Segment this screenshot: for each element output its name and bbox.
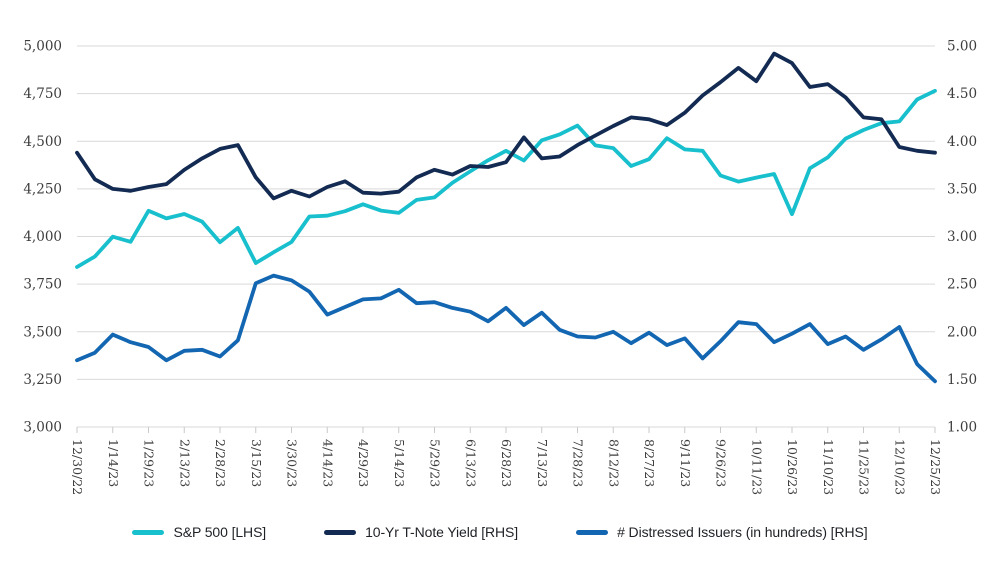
x-axis-label: 10/11/23 <box>749 439 764 495</box>
x-axis-label: 9/26/23 <box>714 439 729 487</box>
y-axis-label-left: 3,000 <box>23 420 62 436</box>
legend-label: 10-Yr T-Note Yield [RHS] <box>365 524 519 540</box>
legend-item: # Distressed Issuers (in hundreds) [RHS] <box>576 524 868 540</box>
legend-swatch-icon <box>132 529 165 535</box>
y-axis-label-left: 4,500 <box>23 134 62 150</box>
x-axis-label: 4/29/23 <box>356 439 371 487</box>
distressed-line <box>75 273 937 384</box>
y-axis-label-right: 2.00 <box>947 324 977 340</box>
y-axis-label-right: 3.50 <box>947 181 977 197</box>
y-axis-label-right: 1.00 <box>947 420 977 436</box>
x-axis-label: 5/14/23 <box>392 439 407 487</box>
legend-swatch-icon <box>324 529 357 535</box>
legend-label: S&P 500 [LHS] <box>173 524 267 540</box>
x-axis-label: 3/30/23 <box>285 439 300 487</box>
x-axis-label: 9/11/23 <box>678 439 693 487</box>
x-axis-label: 3/15/23 <box>249 439 264 487</box>
x-axis-label: 1/14/23 <box>106 439 121 487</box>
x-axis-label: 7/13/23 <box>535 439 550 487</box>
x-axis-label: 12/30/22 <box>70 439 85 495</box>
x-axis-label: 10/26/23 <box>785 439 800 495</box>
y-axis-label-right: 3.00 <box>947 229 977 245</box>
y-axis-label-right: 4.00 <box>947 134 977 150</box>
x-axis-label: 6/28/23 <box>499 439 514 487</box>
y-axis-label-left: 3,750 <box>23 277 62 293</box>
y-axis-label-right: 4.50 <box>947 86 977 102</box>
x-axis-label: 11/25/23 <box>857 439 872 495</box>
legend-item: 10-Yr T-Note Yield [RHS] <box>324 524 518 540</box>
tnote-line <box>75 51 937 201</box>
x-axis-label: 8/12/23 <box>606 439 621 487</box>
y-axis-label-left: 3,250 <box>23 372 62 388</box>
y-axis-label-left: 5,000 <box>23 39 62 55</box>
x-axis-label: 11/10/23 <box>821 439 836 495</box>
line-chart-canvas: 5,000 5.00 4,750 4.50 4,500 4.00 4,250 3.50 4,00… <box>23 39 977 496</box>
y-axis-label-left: 4,750 <box>23 86 62 102</box>
y-axis-label-right: 2.50 <box>947 277 977 293</box>
y-axis-label-left: 4,000 <box>23 229 62 245</box>
x-axis-label: 1/29/23 <box>142 439 157 487</box>
x-axis-label: 5/29/23 <box>428 439 443 487</box>
x-axis-label: 8/27/23 <box>642 439 657 487</box>
sp500-line <box>75 88 937 269</box>
x-axis-label: 4/14/23 <box>320 439 335 487</box>
x-axis-label: 6/13/23 <box>463 439 478 487</box>
x-axis-label: 2/28/23 <box>213 439 228 487</box>
chart-legend: S&P 500 [LHS] 10-Yr T-Note Yield [RHS] # D… <box>0 524 1000 540</box>
y-axis-label-left: 4,250 <box>23 181 62 197</box>
x-axis-label: 12/25/23 <box>928 439 943 495</box>
legend-item: S&P 500 [LHS] <box>132 524 266 540</box>
y-axis-label-left: 3,500 <box>23 324 62 340</box>
x-axis-label: 12/10/23 <box>892 439 907 495</box>
legend-label: # Distressed Issuers (in hundreds) [RHS] <box>617 524 868 540</box>
y-axis-label-right: 5.00 <box>947 39 977 55</box>
y-axis-label-right: 1.50 <box>947 372 977 388</box>
x-axis-label: 2/13/23 <box>177 439 192 487</box>
legend-swatch-icon <box>576 529 609 535</box>
x-axis-label: 7/28/23 <box>571 439 586 487</box>
